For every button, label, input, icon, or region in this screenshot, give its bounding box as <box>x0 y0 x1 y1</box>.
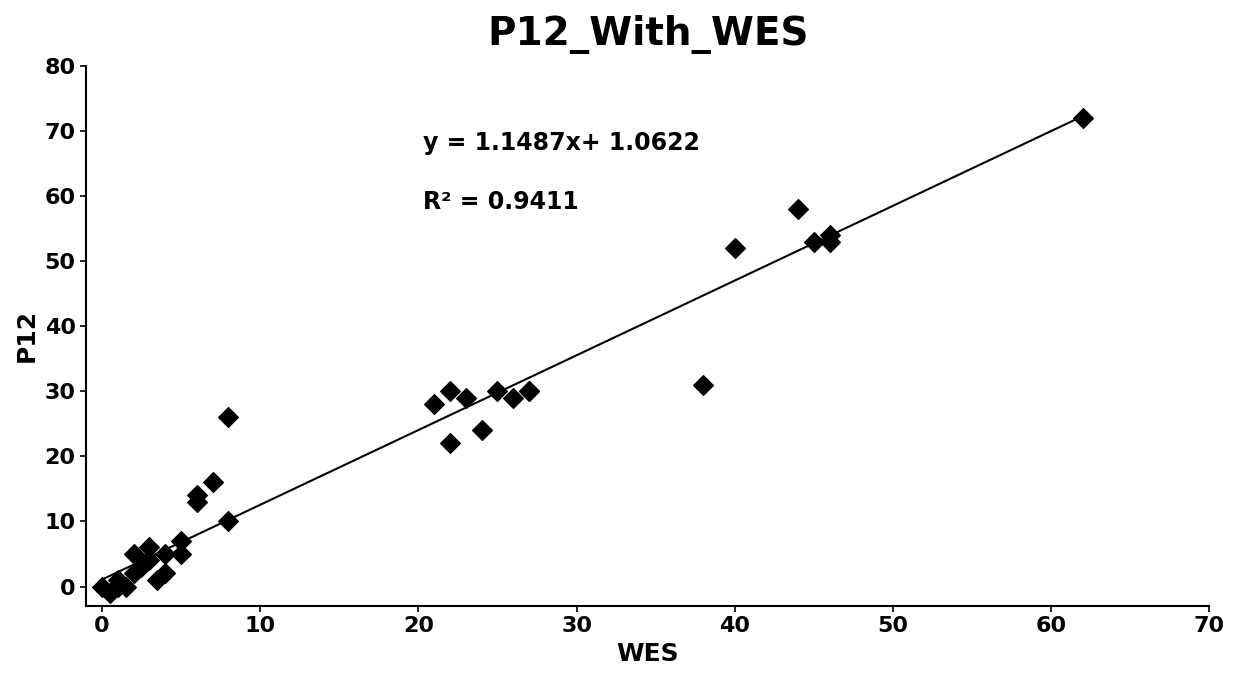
Point <box>471 425 491 436</box>
Point <box>520 386 539 397</box>
Text: R² = 0.9411: R² = 0.9411 <box>423 190 579 214</box>
Text: y = 1.1487x+ 1.0622: y = 1.1487x+ 1.0622 <box>423 131 699 155</box>
X-axis label: WES: WES <box>616 642 680 666</box>
Point <box>92 581 112 592</box>
Point <box>155 568 175 579</box>
Point <box>124 548 144 559</box>
Point <box>187 490 207 501</box>
Point <box>789 204 808 215</box>
Point <box>148 575 167 586</box>
Point <box>820 229 839 240</box>
Point <box>218 412 238 423</box>
Title: P12_With_WES: P12_With_WES <box>487 15 808 54</box>
Point <box>100 588 120 599</box>
Point <box>503 392 523 403</box>
Point <box>171 535 191 546</box>
Point <box>131 562 151 573</box>
Point <box>487 386 507 397</box>
Point <box>693 379 713 390</box>
Point <box>440 386 460 397</box>
Point <box>187 496 207 507</box>
Y-axis label: P12: P12 <box>15 309 38 362</box>
Point <box>139 555 159 566</box>
Point <box>108 575 128 586</box>
Point <box>155 548 175 559</box>
Point <box>456 392 476 403</box>
Point <box>820 236 839 247</box>
Point <box>424 399 444 410</box>
Point <box>139 542 159 553</box>
Point <box>725 242 745 253</box>
Point <box>124 568 144 579</box>
Point <box>440 438 460 449</box>
Point <box>218 516 238 527</box>
Point <box>203 477 223 488</box>
Point <box>520 386 539 397</box>
Point <box>804 236 823 247</box>
Point <box>115 581 135 592</box>
Point <box>108 581 128 592</box>
Point <box>171 548 191 559</box>
Point <box>1073 112 1092 123</box>
